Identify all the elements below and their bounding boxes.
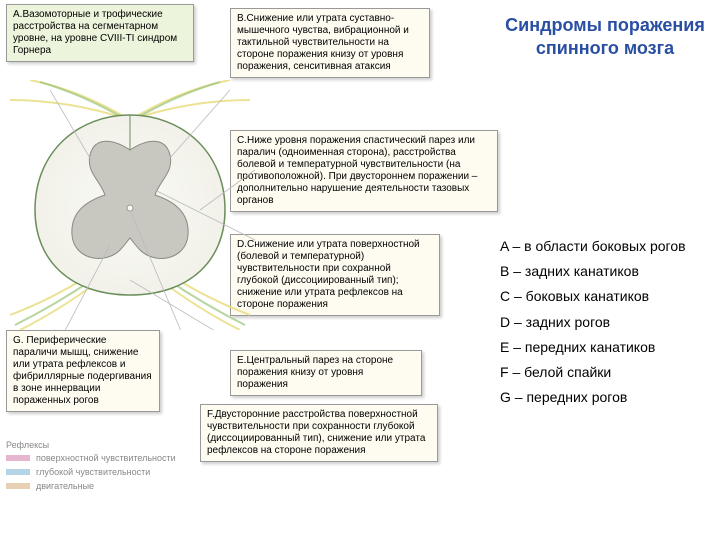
legend-item: G – передних рогов	[500, 385, 710, 410]
reflex-legend-item: двигательные	[6, 481, 186, 491]
reflex-legend: Рефлексы поверхностной чувствительности …	[6, 440, 186, 495]
reflex-legend-item: глубокой чувствительности	[6, 467, 186, 477]
legend-item: C – боковых канатиков	[500, 284, 710, 309]
syndrome-box-f: F.Двусторонние расстройства поверхностно…	[200, 404, 438, 462]
legend-item: B – задних канатиков	[500, 259, 710, 284]
reflex-legend-label: поверхностной чувствительности	[36, 453, 176, 463]
reflex-legend-label: глубокой чувствительности	[36, 467, 150, 477]
reflex-legend-label: двигательные	[36, 481, 94, 491]
reflex-legend-item: поверхностной чувствительности	[6, 453, 186, 463]
syndrome-box-e: Е.Центральный парез на стороне поражения…	[230, 350, 422, 396]
spinal-cord-diagram	[0, 80, 260, 330]
syndrome-box-d: D.Снижение или утрата поверхностной (бол…	[230, 234, 440, 316]
legend-item: A – в области боковых рогов	[500, 234, 710, 259]
swatch-icon	[6, 483, 30, 489]
syndrome-box-b: В.Снижение или утрата суставно-мышечного…	[230, 8, 430, 78]
legend-item: D – задних рогов	[500, 310, 710, 335]
legend-item: F – белой спайки	[500, 360, 710, 385]
syndrome-box-g: G. Периферические параличи мышц, снижени…	[6, 330, 160, 412]
legend-list: A – в области боковых рогов B – задних к…	[500, 234, 710, 410]
syndrome-box-a: А.Вазомоторные и трофические расстройств…	[6, 4, 194, 62]
reflex-legend-title: Рефлексы	[6, 440, 186, 450]
syndrome-box-c: С.Ниже уровня поражения спастический пар…	[230, 130, 498, 212]
legend-item: E – передних канатиков	[500, 335, 710, 360]
swatch-icon	[6, 455, 30, 461]
page-title: Синдромы поражения спинного мозга	[500, 14, 710, 59]
swatch-icon	[6, 469, 30, 475]
